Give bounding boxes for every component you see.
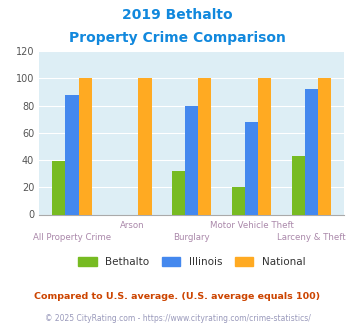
Text: 2019 Bethalto: 2019 Bethalto <box>122 8 233 22</box>
Text: Compared to U.S. average. (U.S. average equals 100): Compared to U.S. average. (U.S. average … <box>34 292 321 301</box>
Text: Larceny & Theft: Larceny & Theft <box>277 233 346 242</box>
Bar <box>172 171 185 214</box>
Text: Motor Vehicle Theft: Motor Vehicle Theft <box>209 221 294 230</box>
Text: All Property Crime: All Property Crime <box>33 233 111 242</box>
Bar <box>305 89 318 214</box>
Text: Burglary: Burglary <box>173 233 210 242</box>
Bar <box>138 79 152 214</box>
Bar <box>258 79 271 214</box>
Bar <box>65 95 78 214</box>
Bar <box>185 106 198 214</box>
Bar <box>232 187 245 214</box>
Text: Property Crime Comparison: Property Crime Comparison <box>69 31 286 45</box>
Bar <box>198 79 212 214</box>
Bar <box>318 79 331 214</box>
Legend: Bethalto, Illinois, National: Bethalto, Illinois, National <box>74 253 310 271</box>
Bar <box>292 156 305 215</box>
Bar <box>78 79 92 214</box>
Text: © 2025 CityRating.com - https://www.cityrating.com/crime-statistics/: © 2025 CityRating.com - https://www.city… <box>45 314 310 323</box>
Text: Arson: Arson <box>120 221 144 230</box>
Bar <box>52 161 65 214</box>
Bar <box>245 122 258 214</box>
